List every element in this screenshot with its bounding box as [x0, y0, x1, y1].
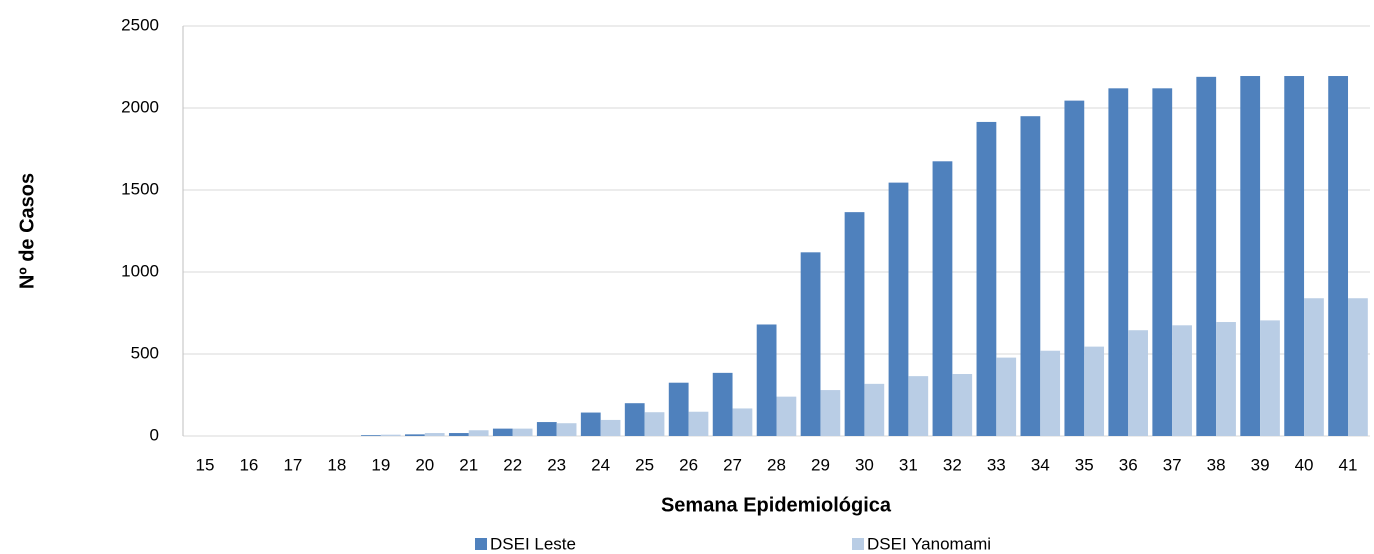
x-tick-label: 17	[283, 455, 302, 474]
x-tick-label: 23	[547, 455, 566, 474]
bar	[1064, 100, 1085, 437]
bar	[600, 419, 621, 436]
x-tick-label: 16	[239, 455, 258, 474]
bar	[1128, 330, 1148, 436]
x-tick-label: 19	[371, 455, 390, 474]
bar	[820, 390, 841, 436]
legend-label: DSEI Yanomami	[867, 534, 991, 553]
bar	[1216, 322, 1236, 436]
bar	[712, 372, 733, 436]
bar	[932, 161, 953, 437]
bar	[1260, 320, 1280, 436]
legend-swatch	[475, 538, 487, 550]
bar	[864, 383, 885, 436]
x-tick-label: 40	[1295, 455, 1314, 474]
x-tick-label: 20	[415, 455, 434, 474]
x-tick-label: 15	[196, 455, 215, 474]
bar	[1084, 346, 1105, 436]
bar	[556, 423, 577, 436]
x-tick-label: 41	[1339, 455, 1358, 474]
bar	[976, 121, 997, 436]
bar	[512, 428, 533, 436]
bar	[380, 434, 401, 436]
bar	[361, 435, 381, 436]
bar	[688, 411, 709, 436]
bar	[1240, 76, 1261, 437]
bar	[1196, 76, 1217, 436]
x-tick-label: 35	[1075, 455, 1094, 474]
bar	[644, 412, 665, 436]
x-tick-label: 36	[1119, 455, 1138, 474]
x-tick-label: 21	[459, 455, 478, 474]
x-tick-label: 31	[899, 455, 918, 474]
bar	[844, 212, 865, 436]
x-tick-label: 32	[943, 455, 962, 474]
bar	[624, 403, 645, 436]
y-tick-label: 500	[131, 343, 159, 362]
bar	[756, 324, 777, 436]
bar	[800, 252, 821, 436]
bar	[776, 396, 797, 436]
bar	[580, 412, 601, 436]
x-tick-label: 28	[767, 455, 786, 474]
x-tick-label: 37	[1163, 455, 1182, 474]
legend-label: DSEI Leste	[490, 534, 576, 553]
bar	[1328, 76, 1349, 437]
bar	[1040, 350, 1061, 436]
y-tick-label: 0	[150, 425, 159, 444]
y-tick-label: 2500	[121, 15, 159, 34]
bar	[952, 374, 973, 436]
x-tick-label: 18	[327, 455, 346, 474]
x-tick-label: 26	[679, 455, 698, 474]
y-tick-label: 1500	[121, 179, 159, 198]
bar	[492, 428, 513, 436]
x-axis-title: Semana Epidemiológica	[661, 494, 892, 516]
bar	[448, 433, 469, 436]
x-tick-label: 29	[811, 455, 830, 474]
bar	[1348, 298, 1368, 436]
x-tick-label: 39	[1251, 455, 1270, 474]
y-axis-title: Nº de Casos	[16, 173, 38, 289]
bar	[1020, 116, 1041, 436]
x-tick-label: 33	[987, 455, 1006, 474]
bar	[536, 422, 557, 436]
bar	[424, 433, 445, 436]
bar	[996, 357, 1017, 436]
bar	[405, 434, 425, 436]
x-tick-label: 27	[723, 455, 742, 474]
bar	[732, 408, 753, 436]
legend-swatch	[852, 538, 864, 550]
bar	[1108, 88, 1129, 436]
bar	[888, 182, 909, 436]
x-tick-label: 24	[591, 455, 610, 474]
bar	[1172, 325, 1192, 436]
y-tick-label: 2000	[121, 97, 159, 116]
bar	[468, 430, 489, 436]
bar	[668, 382, 689, 436]
x-tick-label: 25	[635, 455, 654, 474]
x-tick-label: 38	[1207, 455, 1226, 474]
bar	[1284, 76, 1305, 437]
x-tick-label: 22	[503, 455, 522, 474]
x-tick-label: 30	[855, 455, 874, 474]
y-tick-label: 1000	[121, 261, 159, 280]
bar	[908, 376, 929, 436]
bar	[1304, 298, 1324, 436]
bar	[1152, 88, 1173, 436]
x-tick-label: 34	[1031, 455, 1050, 474]
